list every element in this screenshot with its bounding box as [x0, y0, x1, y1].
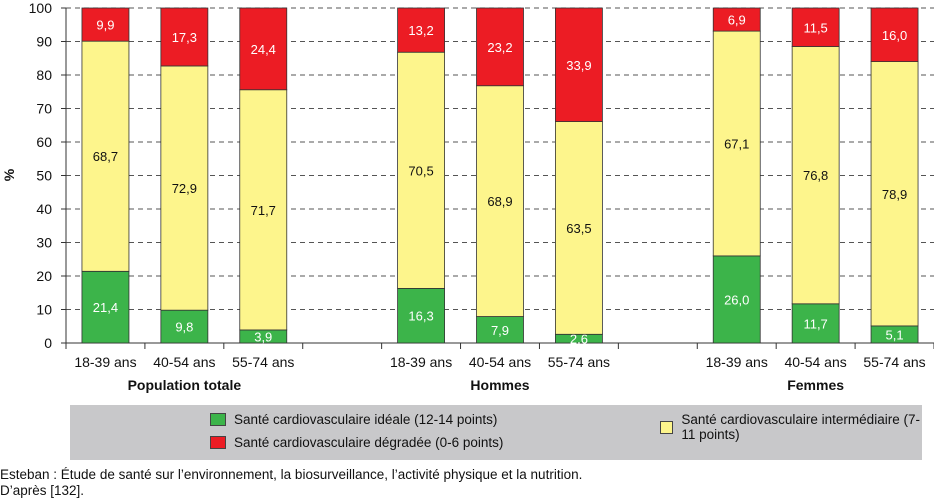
- data-label: 2,6: [570, 332, 588, 347]
- bar-segment: [160, 309, 209, 344]
- x-tick-label: 55-74 ans: [863, 354, 925, 370]
- reference-note: D’après [132].: [0, 483, 85, 498]
- data-label: 11,7: [803, 316, 827, 331]
- data-label: 63,5: [566, 221, 591, 236]
- bar-segment: [791, 46, 840, 305]
- legend-swatch: [210, 413, 226, 426]
- bar-segment: [476, 316, 524, 344]
- bar-segment: [791, 303, 840, 344]
- bar-segment: [555, 7, 603, 122]
- y-tick-label: 40: [36, 201, 52, 217]
- data-label: 6,9: [728, 13, 746, 28]
- legend-item-intermediaire: Santé cardiovasculaire intermédiaire (7-…: [660, 412, 922, 442]
- bar-segment: [81, 40, 130, 272]
- data-label: 17,3: [172, 30, 197, 45]
- bar-segment: [476, 7, 524, 87]
- data-label: 70,5: [408, 163, 433, 178]
- bar-segment: [870, 7, 919, 62]
- legend-item-ideale: Santé cardiovasculaire idéale (12-14 poi…: [210, 412, 497, 427]
- data-label: 71,7: [251, 203, 276, 218]
- data-label: 16,0: [882, 28, 907, 43]
- legend-item-degradee: Santé cardiovasculaire dégradée (0-6 poi…: [210, 435, 503, 450]
- legend-label: Santé cardiovasculaire idéale (12-14 poi…: [234, 412, 498, 427]
- bar-segment: [239, 7, 288, 91]
- y-tick-label: 10: [36, 302, 52, 318]
- bar-segment: [81, 7, 130, 42]
- y-tick-label: 70: [36, 101, 52, 117]
- bar-segment: [160, 7, 209, 67]
- bar-segment: [239, 89, 288, 331]
- data-label: 72,9: [172, 181, 197, 196]
- bar-segment: [397, 7, 445, 53]
- bar-segment: [712, 7, 761, 32]
- data-label: 5,1: [886, 327, 904, 342]
- y-tick-label: 80: [36, 67, 52, 83]
- data-label: 68,9: [487, 194, 512, 209]
- y-axis-label: %: [1, 168, 17, 181]
- plot-area: 0 10 20 30 40 50 60 70 80 90 100% 21,4 68,7 9,9 18-39 …: [1, 0, 934, 393]
- bar-segment: [870, 61, 919, 327]
- bar-segment: [476, 85, 524, 317]
- data-label: 76,8: [803, 168, 828, 183]
- x-tick-label: 40-54 ans: [784, 354, 846, 370]
- data-label: 78,9: [882, 187, 907, 202]
- x-tick-label: 40-54 ans: [153, 354, 215, 370]
- x-tick-label: 55-74 ans: [232, 354, 294, 370]
- data-label: 26,0: [724, 292, 749, 307]
- bar-segment: [160, 65, 209, 311]
- x-tick-label: 18-39 ans: [390, 354, 452, 370]
- y-tick-label: 60: [36, 134, 52, 150]
- bar-segment: [397, 51, 445, 289]
- legend: Santé cardiovasculaire idéale (12-14 poi…: [70, 405, 922, 460]
- bar-segment: [397, 287, 445, 344]
- data-label: 21,4: [93, 300, 118, 315]
- data-label: 33,9: [566, 58, 591, 73]
- y-tick-label: 50: [36, 168, 52, 184]
- data-label: 23,2: [487, 40, 512, 55]
- source-note: Esteban : Étude de santé sur l’environne…: [0, 467, 583, 482]
- legend-label: Santé cardiovasculaire intermédiaire (7-…: [681, 412, 920, 442]
- x-tick-label: 18-39 ans: [706, 354, 768, 370]
- bar-segment: [712, 30, 761, 257]
- group-label: Population totale: [128, 377, 242, 393]
- y-tick-label: 30: [36, 235, 52, 251]
- bar-segment: [555, 121, 603, 335]
- data-label: 13,2: [408, 23, 433, 38]
- data-label: 9,8: [175, 320, 193, 335]
- y-tick-label: 90: [36, 34, 52, 50]
- data-label: 67,1: [724, 137, 749, 152]
- x-tick-label: 40-54 ans: [469, 354, 531, 370]
- y-tick-label: 100: [29, 0, 53, 16]
- legend-label: Santé cardiovasculaire dégradée (0-6 poi…: [234, 435, 504, 450]
- legend-swatch: [210, 436, 226, 449]
- bar-segment: [791, 7, 840, 47]
- data-label: 3,9: [254, 329, 272, 344]
- legend-swatch: [660, 420, 674, 434]
- x-tick-label: 18-39 ans: [74, 354, 136, 370]
- x-tick-label: 55-74 ans: [548, 354, 610, 370]
- data-label: 24,4: [251, 42, 276, 57]
- y-tick-label: 0: [44, 335, 52, 351]
- group-label: Hommes: [470, 377, 529, 393]
- data-label: 16,3: [408, 309, 433, 324]
- data-label: 11,5: [803, 20, 827, 35]
- data-label: 9,9: [96, 18, 114, 33]
- group-label: Femmes: [787, 377, 844, 393]
- y-tick-label: 20: [36, 268, 52, 284]
- data-label: 68,7: [93, 149, 118, 164]
- data-label: 7,9: [491, 323, 509, 338]
